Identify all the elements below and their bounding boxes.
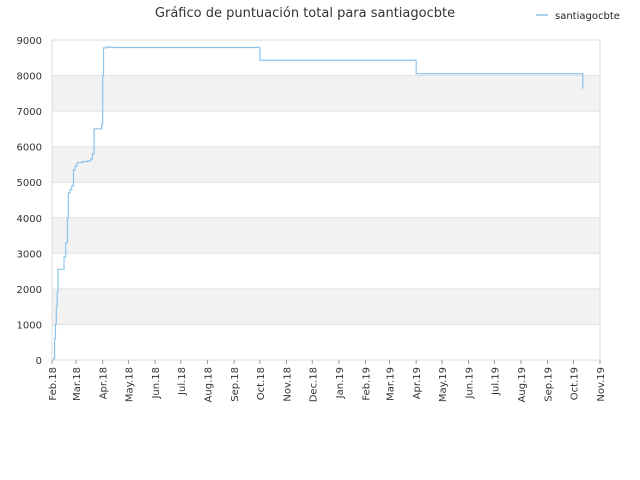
x-tick-label: Mar.19 xyxy=(386,367,397,401)
x-tick-label: Feb.19 xyxy=(362,367,373,401)
x-tick-label: Nov.19 xyxy=(596,367,607,402)
x-tick-label: Oct.19 xyxy=(569,367,580,400)
background-band xyxy=(52,75,600,112)
y-tick-label: 6000 xyxy=(17,143,42,154)
legend-label: santiagocbte xyxy=(555,11,620,22)
y-tick-label: 7000 xyxy=(17,107,42,118)
background-bands xyxy=(52,75,600,325)
y-tick-label: 2000 xyxy=(17,285,42,296)
chart-title: Gráfico de puntuación total para santiag… xyxy=(155,6,455,21)
x-tick-label: Sep.18 xyxy=(230,367,241,402)
y-tick-label: 0 xyxy=(36,356,42,367)
x-tick-label: May.18 xyxy=(124,367,135,402)
x-tick-label: Aug.19 xyxy=(517,367,528,402)
x-tick-label: May.19 xyxy=(438,367,449,402)
y-tick-label: 8000 xyxy=(17,72,42,83)
x-tick-label: Dec.18 xyxy=(308,367,319,402)
x-tick-label: Feb.18 xyxy=(48,367,59,401)
y-axis-ticks: 0 1000 2000 3000 4000 5000 6000 7000 8000 9000 xyxy=(17,36,42,367)
x-tick-label: Apr.18 xyxy=(99,367,110,399)
plot-frame xyxy=(51,39,601,361)
x-tick-label: Jun.18 xyxy=(151,367,162,400)
x-tick-label: Nov.18 xyxy=(282,367,293,402)
background-band xyxy=(52,288,600,325)
x-tick-label: Jul.18 xyxy=(177,367,188,396)
x-tick-label: Jul.19 xyxy=(490,367,501,396)
y-tick-label: 9000 xyxy=(17,36,42,47)
y-tick-label: 5000 xyxy=(17,178,42,189)
x-axis-ticks: Feb.18 Mar.18 Apr.18 May.18 Jun.18 Jul.18 Aug.… xyxy=(48,360,607,402)
legend[interactable]: santiagocbte xyxy=(536,11,620,22)
y-tick-label: 1000 xyxy=(17,320,42,331)
background-band xyxy=(52,146,600,183)
background-band xyxy=(52,217,600,254)
series-line xyxy=(52,46,584,361)
x-tick-label: Apr.19 xyxy=(412,367,423,399)
x-tick-label: Sep.19 xyxy=(544,367,555,402)
x-tick-label: Jun.19 xyxy=(465,367,476,400)
y-tick-label: 4000 xyxy=(17,214,42,225)
x-tick-label: Aug.18 xyxy=(203,367,214,402)
x-tick-label: Oct.18 xyxy=(256,367,267,400)
x-tick-label: Jan.19 xyxy=(335,367,346,399)
y-tick-label: 3000 xyxy=(17,249,42,260)
series-layer xyxy=(52,46,584,361)
x-tick-label: Mar.18 xyxy=(72,367,83,401)
